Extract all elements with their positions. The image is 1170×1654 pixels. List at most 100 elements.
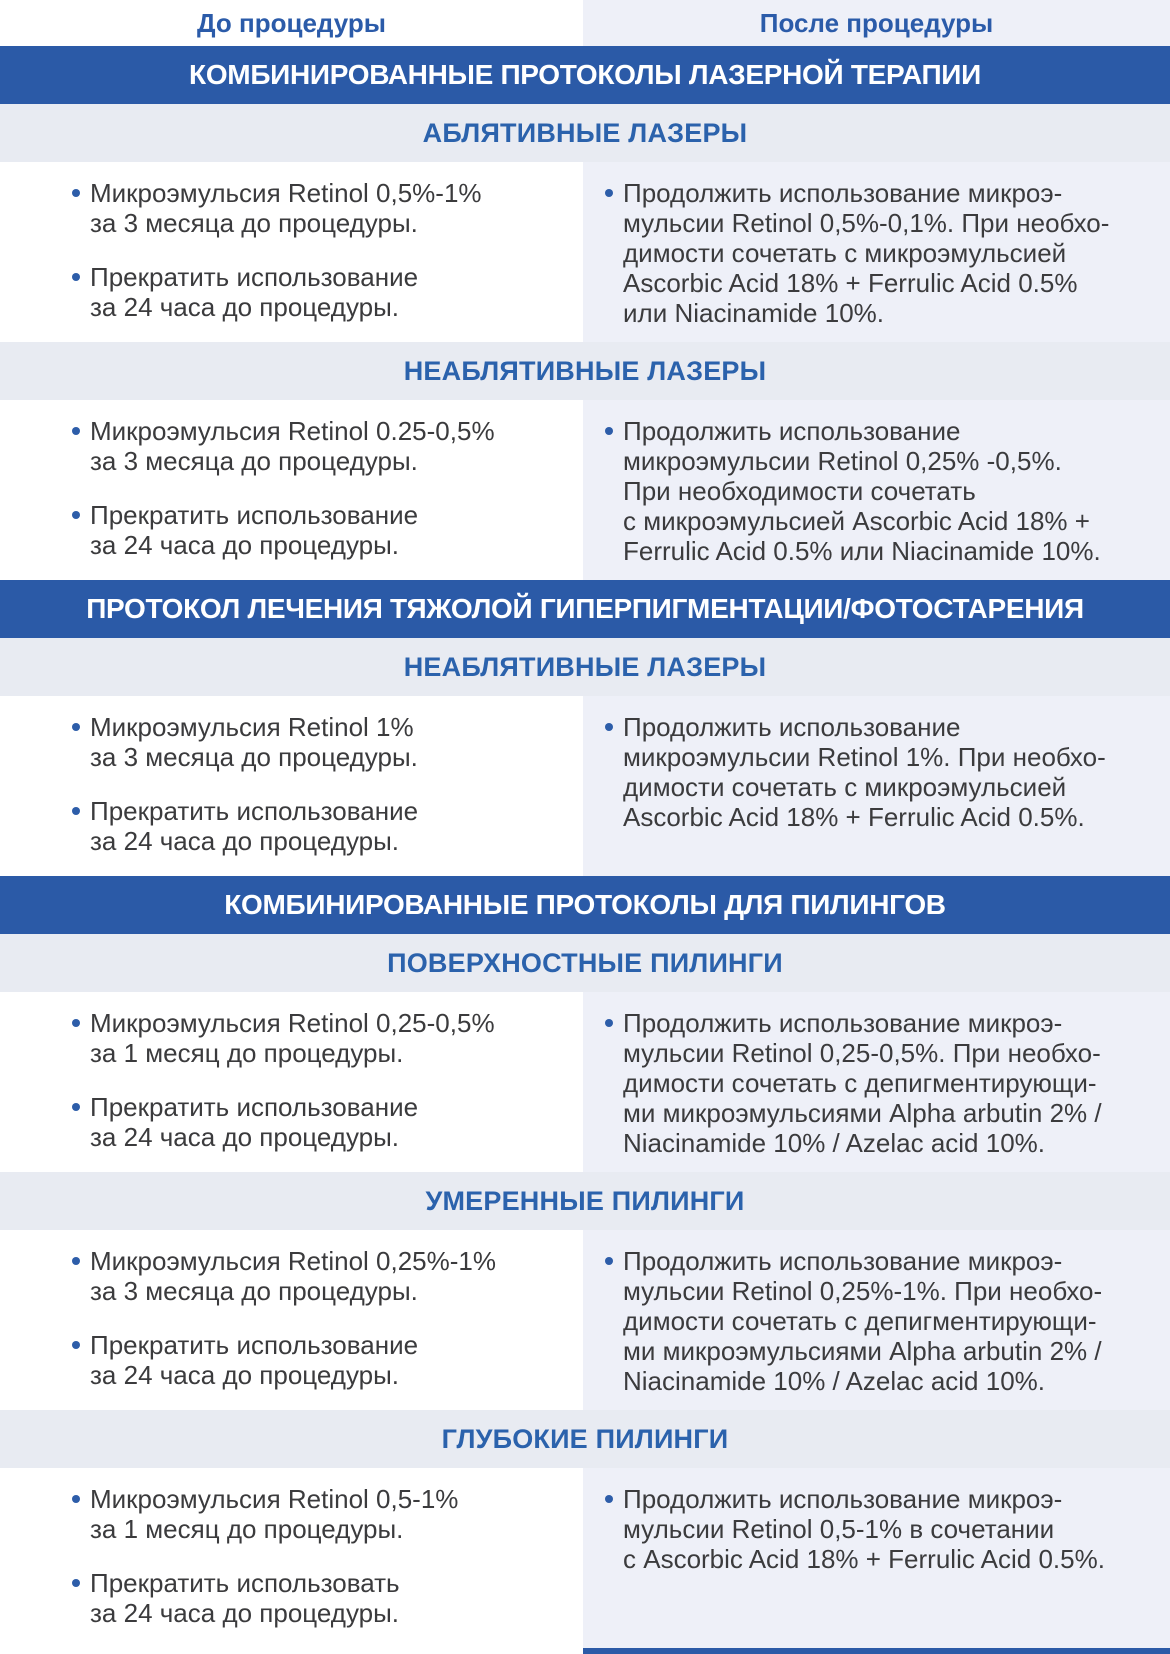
bullet-item: Микроэмульсия Retinol 1% за 3 месяца до … <box>72 712 555 772</box>
bullet-dot-icon <box>72 807 80 815</box>
bullet-list: Продолжить использование микроэ- мульсии… <box>605 1246 1152 1396</box>
bullet-item: Микроэмульсия Retinol 0,5%-1% за 3 месяц… <box>72 178 555 238</box>
subheader-label: НЕАБЛЯТИВНЫЕ ЛАЗЕРЫ <box>403 355 767 386</box>
column-after: Продолжить использование микроэмульсии R… <box>583 400 1170 580</box>
bullet-dot-icon <box>605 1257 613 1265</box>
bullet-text: Микроэмульсия Retinol 0,5-1% за 1 месяц … <box>90 1484 459 1544</box>
column-before: Микроэмульсия Retinol 0,5-1% за 1 месяц … <box>0 1468 583 1648</box>
bullet-dot-icon <box>605 427 613 435</box>
section-subheader: ПОВЕРХНОСТНЫЕ ПИЛИНГИ <box>0 934 1170 992</box>
subheader-label: НЕАБЛЯТИВНЫЕ ЛАЗЕРЫ <box>403 651 767 682</box>
section-subheader: НЕАБЛЯТИВНЫЕ ЛАЗЕРЫ <box>0 342 1170 400</box>
section-subheader: УМЕРЕННЫЕ ПИЛИНГИ <box>0 1172 1170 1230</box>
bullet-item: Микроэмульсия Retinol 0,25%-1% за 3 меся… <box>72 1246 555 1306</box>
column-headers: До процедуры После процедуры <box>0 0 1170 46</box>
subheader-label: АБЛЯТИВНЫЕ ЛАЗЕРЫ <box>422 117 748 148</box>
bullet-item: Продолжить использование микроэ- мульсии… <box>605 1484 1152 1574</box>
bullet-text: Прекратить использование за 24 часа до п… <box>90 262 419 322</box>
bullet-list: Продолжить использование микроэ- мульсии… <box>605 1008 1152 1158</box>
bullet-text: Прекратить использование за 24 часа до п… <box>90 796 419 856</box>
bullet-list: Продолжить использование микроэ- мульсии… <box>605 178 1152 328</box>
content-row: Микроэмульсия Retinol 0.25-0,5% за 3 мес… <box>0 400 1170 580</box>
section-subheader: ГЛУБОКИЕ ПИЛИНГИ <box>0 1410 1170 1468</box>
banner-label: КОМБИНИРОВАННЫЕ ПРОТОКОЛЫ ЛАЗЕРНОЙ ТЕРАП… <box>189 59 981 90</box>
bullet-text: Продолжить использование микроэ- мульсии… <box>623 1484 1105 1574</box>
bullet-item: Микроэмульсия Retinol 0.25-0,5% за 3 мес… <box>72 416 555 476</box>
bullet-text: Микроэмульсия Retinol 0.25-0,5% за 3 мес… <box>90 416 495 476</box>
bullet-item: Прекратить использование за 24 часа до п… <box>72 796 555 856</box>
column-header-before-label: До процедуры <box>197 7 386 38</box>
column-after: Продолжить использование микроэ- мульсии… <box>583 1468 1170 1648</box>
bullet-list: Микроэмульсия Retinol 0,25-0,5% за 1 мес… <box>72 1008 555 1152</box>
bullet-item: Продолжить использование микроэмульсии R… <box>605 712 1152 832</box>
content-row: Микроэмульсия Retinol 0,5%-1% за 3 месяц… <box>0 162 1170 342</box>
section-banner: КОМБИНИРОВАННЫЕ ПРОТОКОЛЫ ДЛЯ ПИЛИНГОВ <box>0 876 1170 934</box>
bullet-text: Микроэмульсия Retinol 0,25%-1% за 3 меся… <box>90 1246 496 1306</box>
subheader-label: ПОВЕРХНОСТНЫЕ ПИЛИНГИ <box>387 947 783 978</box>
bullet-item: Прекратить использование за 24 часа до п… <box>72 262 555 322</box>
bullet-dot-icon <box>72 1341 80 1349</box>
protocol-sections: КОМБИНИРОВАННЫЕ ПРОТОКОЛЫ ЛАЗЕРНОЙ ТЕРАП… <box>0 46 1170 1648</box>
bullet-dot-icon <box>72 427 80 435</box>
column-before: Микроэмульсия Retinol 1% за 3 месяца до … <box>0 696 583 876</box>
bullet-list: Микроэмульсия Retinol 0,5-1% за 1 месяц … <box>72 1484 555 1628</box>
bullet-item: Продолжить использование микроэ- мульсии… <box>605 1246 1152 1396</box>
section-banner: КОМБИНИРОВАННЫЕ ПРОТОКОЛЫ ЛАЗЕРНОЙ ТЕРАП… <box>0 46 1170 104</box>
content-row: Микроэмульсия Retinol 0,5-1% за 1 месяц … <box>0 1468 1170 1648</box>
content-row: Микроэмульсия Retinol 0,25-0,5% за 1 мес… <box>0 992 1170 1172</box>
bullet-text: Микроэмульсия Retinol 1% за 3 месяца до … <box>90 712 418 772</box>
bullet-list: Микроэмульсия Retinol 1% за 3 месяца до … <box>72 712 555 856</box>
column-header-before: До процедуры <box>0 0 583 46</box>
bullet-dot-icon <box>72 1103 80 1111</box>
bullet-text: Продолжить использование микроэмульсии R… <box>623 416 1101 566</box>
column-before: Микроэмульсия Retinol 0.25-0,5% за 3 мес… <box>0 400 583 580</box>
column-after: Продолжить использование микроэ- мульсии… <box>583 1230 1170 1410</box>
column-after: Продолжить использование микроэмульсии R… <box>583 696 1170 876</box>
bullet-text: Прекратить использование за 24 часа до п… <box>90 1330 419 1390</box>
section-banner: ПРОТОКОЛ ЛЕЧЕНИЯ ТЯЖОЛОЙ ГИПЕРПИГМЕНТАЦИ… <box>0 580 1170 638</box>
bullet-text: Продолжить использование микроэ- мульсии… <box>623 178 1110 328</box>
bullet-dot-icon <box>72 189 80 197</box>
bullet-dot-icon <box>72 723 80 731</box>
column-before: Микроэмульсия Retinol 0,25-0,5% за 1 мес… <box>0 992 583 1172</box>
bullet-dot-icon <box>72 1257 80 1265</box>
subheader-label: ГЛУБОКИЕ ПИЛИНГИ <box>441 1423 729 1454</box>
bullet-text: Прекратить использование за 24 часа до п… <box>90 500 419 560</box>
column-before: Микроэмульсия Retinol 0,5%-1% за 3 месяц… <box>0 162 583 342</box>
bottom-strip-spacer <box>0 1648 583 1654</box>
bullet-dot-icon <box>72 511 80 519</box>
subheader-label: УМЕРЕННЫЕ ПИЛИНГИ <box>425 1185 745 1216</box>
bullet-dot-icon <box>605 1495 613 1503</box>
bullet-item: Продолжить использование микроэмульсии R… <box>605 416 1152 566</box>
bullet-list: Продолжить использование микроэмульсии R… <box>605 416 1152 566</box>
bullet-item: Микроэмульсия Retinol 0,5-1% за 1 месяц … <box>72 1484 555 1544</box>
column-header-after-label: После процедуры <box>759 7 994 38</box>
bullet-dot-icon <box>72 273 80 281</box>
banner-label: КОМБИНИРОВАННЫЕ ПРОТОКОЛЫ ДЛЯ ПИЛИНГОВ <box>224 889 946 920</box>
bullet-text: Продолжить использование микроэ- мульсии… <box>623 1246 1103 1396</box>
bullet-dot-icon <box>605 723 613 731</box>
bullet-text: Продолжить использование микроэмульсии R… <box>623 712 1106 832</box>
bullet-dot-icon <box>72 1495 80 1503</box>
bullet-dot-icon <box>605 1019 613 1027</box>
bullet-text: Микроэмульсия Retinol 0,25-0,5% за 1 мес… <box>90 1008 495 1068</box>
bullet-list: Микроэмульсия Retinol 0,25%-1% за 3 меся… <box>72 1246 555 1390</box>
bullet-list: Продолжить использование микроэ- мульсии… <box>605 1484 1152 1574</box>
bullet-list: Микроэмульсия Retinol 0.25-0,5% за 3 мес… <box>72 416 555 560</box>
bullet-item: Прекратить использование за 24 часа до п… <box>72 1330 555 1390</box>
bullet-dot-icon <box>72 1579 80 1587</box>
bullet-text: Микроэмульсия Retinol 0,5%-1% за 3 месяц… <box>90 178 482 238</box>
bullet-text: Прекратить использование за 24 часа до п… <box>90 1092 419 1152</box>
section-subheader: НЕАБЛЯТИВНЫЕ ЛАЗЕРЫ <box>0 638 1170 696</box>
column-before: Микроэмульсия Retinol 0,25%-1% за 3 меся… <box>0 1230 583 1410</box>
bullet-item: Прекратить использование за 24 часа до п… <box>72 500 555 560</box>
bullet-item: Прекратить использование за 24 часа до п… <box>72 1092 555 1152</box>
bullet-text: Прекратить использовать за 24 часа до пр… <box>90 1568 400 1628</box>
bullet-dot-icon <box>72 1019 80 1027</box>
content-row: Микроэмульсия Retinol 1% за 3 месяца до … <box>0 696 1170 876</box>
bullet-dot-icon <box>605 189 613 197</box>
column-after: Продолжить использование микроэ- мульсии… <box>583 162 1170 342</box>
banner-label: ПРОТОКОЛ ЛЕЧЕНИЯ ТЯЖОЛОЙ ГИПЕРПИГМЕНТАЦИ… <box>86 593 1084 624</box>
bottom-banner-edge <box>0 1648 1170 1654</box>
content-row: Микроэмульсия Retinol 0,25%-1% за 3 меся… <box>0 1230 1170 1410</box>
